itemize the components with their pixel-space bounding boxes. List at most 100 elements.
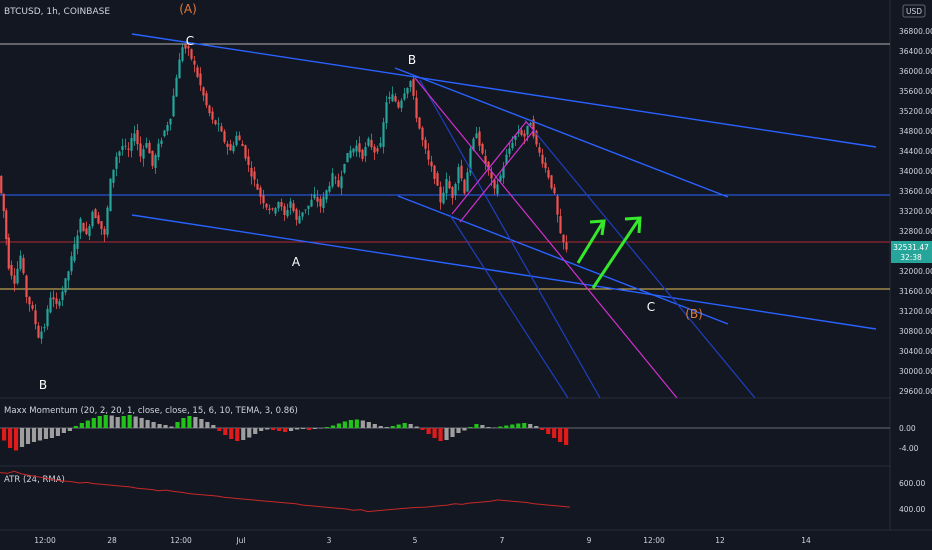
candle-body <box>367 138 370 146</box>
arrow-2-head[interactable] <box>624 216 642 234</box>
arrow-1-head[interactable] <box>589 219 606 236</box>
channel-line-inner[interactable] <box>449 214 569 399</box>
wave-label-c: C <box>647 300 655 314</box>
momentum-bar <box>115 417 120 428</box>
atr-title[interactable]: ATR (24, RMA) <box>4 475 65 485</box>
diagonal-magenta[interactable] <box>414 77 678 399</box>
trendlines <box>131 33 877 399</box>
candle-body <box>475 133 478 139</box>
candle-body <box>535 130 538 145</box>
price-tick-label: 35600.00 <box>899 87 932 96</box>
candle-body <box>406 88 409 94</box>
candle-body <box>451 187 454 199</box>
candle-body <box>349 150 352 158</box>
price-tick-label: 30800.00 <box>899 327 932 336</box>
channel-line-right[interactable] <box>524 119 756 399</box>
candle-body <box>46 308 49 327</box>
candle-body <box>115 156 118 169</box>
candle-body <box>130 138 133 151</box>
candle-body <box>553 187 556 194</box>
candle-body <box>370 139 373 148</box>
trendline-upper[interactable] <box>131 33 877 148</box>
candle-body <box>67 271 70 281</box>
candle-body <box>241 143 244 147</box>
candle-body <box>178 59 181 79</box>
momentum-title[interactable]: Maxx Momentum (20, 2, 20, 1, close, clos… <box>4 406 298 416</box>
arrow-2-shaft[interactable] <box>591 218 641 289</box>
candle-body <box>28 296 31 305</box>
candle-body <box>250 167 253 177</box>
price-tick-label: 30400.00 <box>899 347 932 356</box>
momentum-bar <box>408 424 413 428</box>
candle-body <box>88 226 91 237</box>
candle-body <box>415 97 418 119</box>
momentum-bar <box>73 426 78 428</box>
candle-body <box>361 149 364 159</box>
candle-body <box>307 205 310 209</box>
candle-body <box>106 207 109 235</box>
momentum-bar <box>211 425 216 428</box>
candle-body <box>346 153 349 163</box>
momentum-bar <box>558 428 563 442</box>
momentum-bar <box>259 428 264 431</box>
time-axis[interactable]: 12:00 28 12:00 Jul 3 5 7 9 12:00 12 14 <box>34 536 811 545</box>
candle-body <box>547 170 550 178</box>
candle-body <box>196 67 199 77</box>
candle-body <box>436 173 439 186</box>
momentum-bar <box>55 428 60 436</box>
momentum-bar <box>67 428 72 431</box>
momentum-bar <box>217 428 222 431</box>
wave-label-c-top: C <box>186 34 194 48</box>
price-tick-label: 31600.00 <box>899 287 932 296</box>
wave-label-b-parens: (B) <box>685 307 703 321</box>
momentum-bar <box>324 427 330 428</box>
momentum-bar <box>288 428 294 431</box>
candle-body <box>397 101 400 108</box>
candle-body <box>58 301 61 306</box>
candle-body <box>73 244 76 261</box>
magenta-channel[interactable] <box>451 121 535 223</box>
price-tick-label: 31200.00 <box>899 307 932 316</box>
momentum-bar <box>384 427 389 428</box>
momentum-bar <box>390 426 395 428</box>
momentum-bar <box>133 416 138 428</box>
momentum-bar <box>97 416 102 428</box>
candle-body <box>286 209 289 217</box>
candle-body <box>304 209 307 211</box>
momentum-bar <box>223 428 228 435</box>
candle-body <box>265 203 268 208</box>
momentum-bar <box>474 424 479 428</box>
candle-body <box>211 111 214 120</box>
arrow-1-shaft[interactable] <box>576 221 605 264</box>
momentum-bar <box>277 428 282 431</box>
momentum-bar <box>360 420 365 428</box>
candle-body <box>388 97 391 99</box>
time-tick-label: 12:00 <box>34 536 56 545</box>
momentum-bar <box>540 428 545 430</box>
candle-body <box>124 145 127 147</box>
trendline-lower[interactable] <box>131 214 877 330</box>
candle-body <box>136 130 139 145</box>
momentum-bar <box>145 420 150 428</box>
currency-badge[interactable] <box>902 4 926 18</box>
channel-line-outer[interactable] <box>419 79 601 399</box>
candle-body <box>112 169 115 183</box>
candle-body <box>541 154 544 164</box>
trendline-mid-upper[interactable] <box>394 67 729 198</box>
momentum-bar <box>486 427 491 428</box>
momentum-bar <box>229 428 234 439</box>
candle-body <box>502 167 505 179</box>
symbol-title[interactable]: BTCUSD, 1h, COINBASE <box>4 7 110 17</box>
candle-body <box>109 178 112 212</box>
momentum-bar <box>175 422 180 428</box>
trendline-mid-lower[interactable] <box>397 195 729 325</box>
candle-body <box>142 149 145 159</box>
momentum-bar <box>564 428 569 445</box>
candle-body <box>229 144 232 151</box>
momentum-bar <box>157 424 162 428</box>
time-tick-label: 9 <box>587 536 592 545</box>
candle-body <box>391 94 394 102</box>
momentum-bar <box>49 428 55 438</box>
candle-body <box>364 146 367 156</box>
